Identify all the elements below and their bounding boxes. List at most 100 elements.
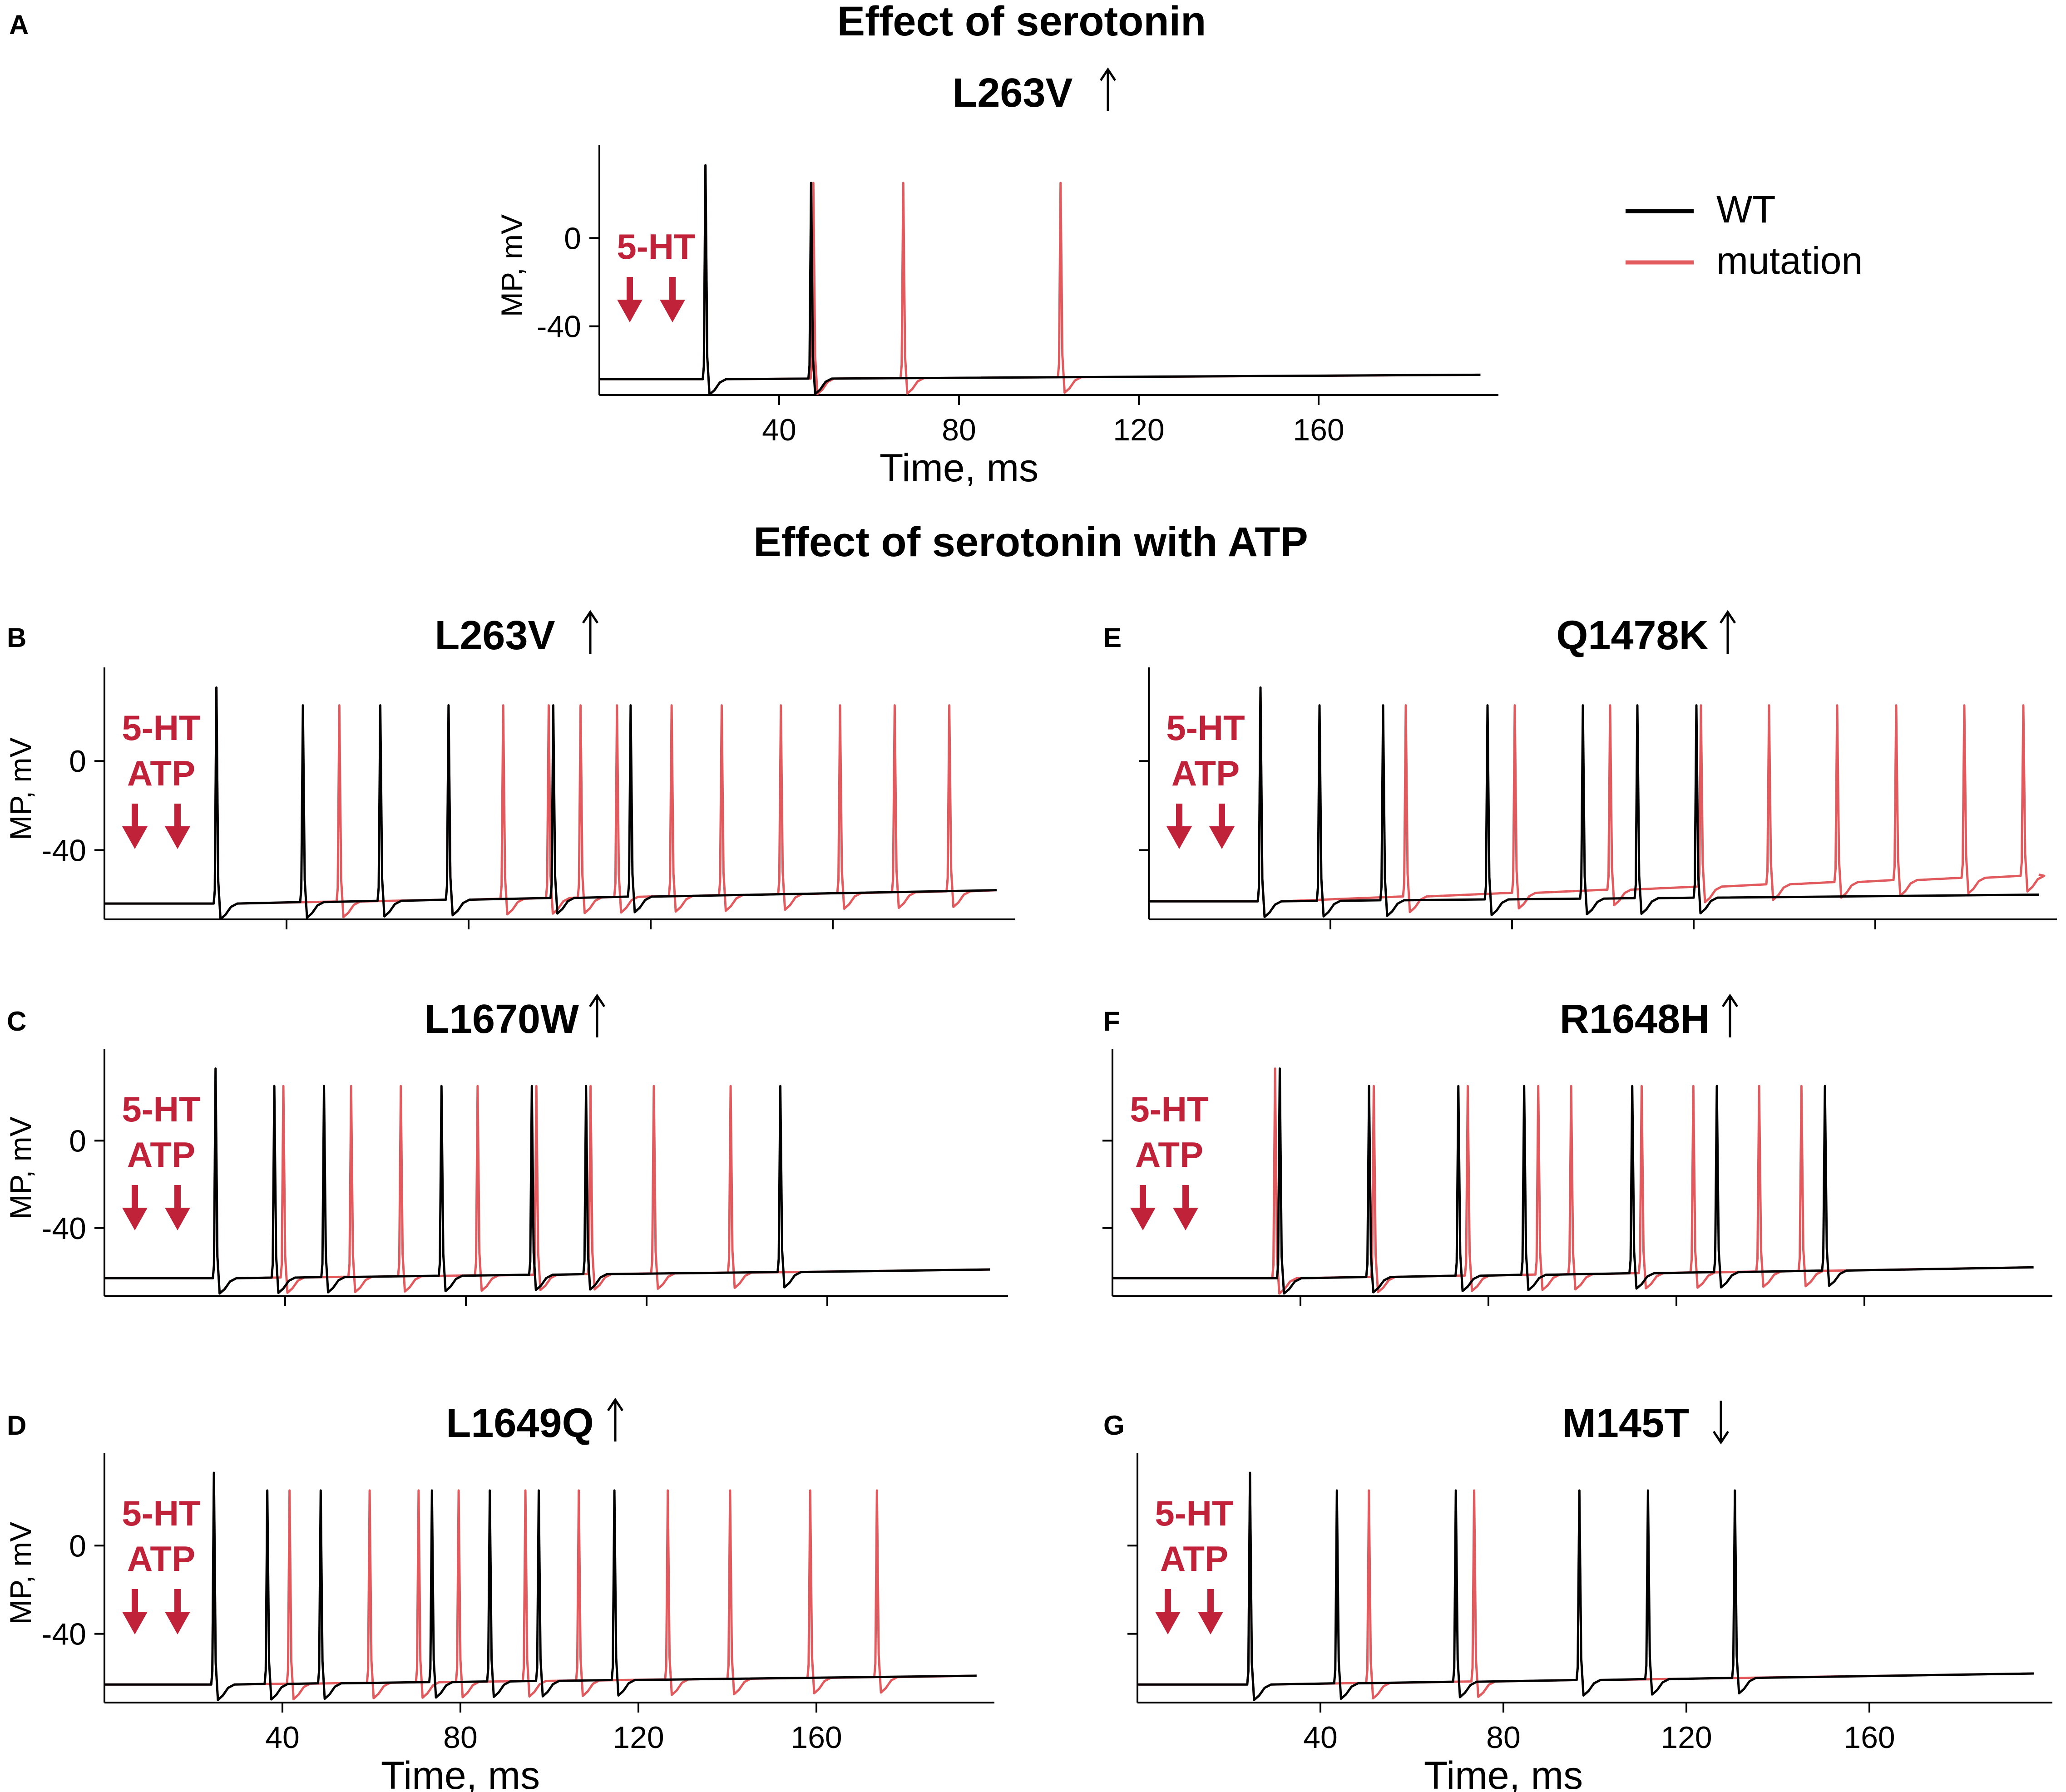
stimulus-down-arrow-icon	[1166, 804, 1192, 849]
stimulus-label: ATP	[1171, 753, 1240, 793]
trace-mutation	[104, 1067, 990, 1295]
trace-wt	[104, 686, 997, 920]
stimulus-label: 5-HT	[122, 1089, 200, 1129]
y-axis-label: MP, mV	[4, 1116, 37, 1219]
y-tick-label: 0	[69, 1529, 86, 1563]
trace-mutation	[1149, 686, 2046, 918]
trace-wt	[1149, 686, 2039, 918]
stimulus-label: 5-HT	[1130, 1089, 1208, 1129]
y-tick-label: -40	[42, 1211, 86, 1246]
x-tick-label: 40	[1303, 1720, 1338, 1755]
y-tick-label: -40	[42, 833, 86, 868]
stimulus-down-arrow-icon	[1209, 804, 1235, 849]
trace-mutation	[1137, 1471, 2034, 1701]
panel-g: G M145T 40 80 120 160 Time, ms 5-HT ATP	[1103, 1401, 2052, 1792]
panel-e: E Q1478K 5-HT ATP	[1103, 610, 2057, 929]
trace-wt	[104, 1067, 990, 1295]
trend-up-arrow-icon	[1721, 993, 1739, 1037]
stimulus-down-arrow-icon	[660, 277, 685, 322]
y-axis-label: MP, mV	[495, 214, 529, 317]
trace-wt	[1137, 1471, 2034, 1701]
stimulus-down-arrow-icon	[1173, 1185, 1198, 1230]
trend-up-arrow-icon	[607, 1397, 624, 1441]
x-tick-label: 120	[1113, 413, 1164, 447]
panel-title: L263V	[435, 613, 555, 658]
x-tick-label: 120	[613, 1720, 664, 1755]
x-tick-label: 40	[265, 1720, 300, 1755]
stimulus-label: ATP	[127, 1539, 195, 1579]
panel-letter: B	[7, 622, 26, 653]
trace-mutation	[104, 1471, 977, 1701]
trace-wt	[104, 1471, 977, 1701]
y-tick-label: 0	[69, 1124, 86, 1158]
stimulus-label: 5-HT	[1155, 1493, 1233, 1533]
stimulus-label: 5-HT	[122, 1493, 200, 1533]
panel-letter: F	[1103, 1006, 1120, 1037]
x-tick-label: 80	[942, 413, 976, 447]
stimulus-arrow-head	[1155, 1612, 1181, 1634]
x-tick-label: 80	[443, 1720, 478, 1755]
stimulus-arrow-shaft	[132, 1589, 138, 1614]
trend-up-arrow-icon	[588, 993, 606, 1037]
stimulus-arrow-head	[122, 1208, 148, 1230]
stimulus-down-arrow-icon	[617, 277, 643, 322]
y-axis-label: MP, mV	[4, 1522, 37, 1624]
panel-f: F R1648H 5-HT ATP	[1102, 993, 2052, 1306]
stimulus-arrow-shaft	[132, 804, 138, 829]
trend-arrow-head	[607, 1397, 624, 1412]
panel-letter: G	[1103, 1410, 1125, 1441]
y-tick-label: -40	[42, 1617, 86, 1652]
trend-arrow-head	[588, 993, 606, 1007]
trend-arrow-head	[1099, 67, 1117, 81]
x-axis-label: Time, ms	[880, 446, 1038, 490]
x-tick-label: 120	[1661, 1720, 1712, 1755]
x-tick-label: 160	[791, 1720, 842, 1755]
legend: WT mutation	[1626, 188, 1863, 282]
stimulus-arrow-shaft	[1182, 1185, 1189, 1210]
x-axis-label: Time, ms	[381, 1754, 540, 1792]
panel-title: R1648H	[1560, 997, 1710, 1042]
trend-up-arrow-icon	[1719, 610, 1736, 654]
stimulus-arrow-head	[1130, 1208, 1156, 1230]
y-axis-label: MP, mV	[4, 737, 37, 840]
stimulus-down-arrow-icon	[122, 804, 148, 849]
trend-down-arrow-icon	[1712, 1401, 1730, 1445]
x-tick-label: 160	[1844, 1720, 1895, 1755]
stimulus-down-arrow-icon	[1155, 1589, 1181, 1634]
trend-arrow-head	[1721, 993, 1739, 1007]
panel-letter: E	[1103, 622, 1122, 653]
stimulus-arrow-shaft	[1140, 1185, 1146, 1210]
stimulus-arrow-head	[165, 1208, 190, 1230]
trace-mutation	[104, 686, 997, 920]
stimulus-arrow-head	[122, 1612, 148, 1634]
stimulus-down-arrow-icon	[165, 804, 190, 849]
stimulus-arrow-head	[617, 300, 643, 322]
panel-letter: C	[7, 1006, 26, 1037]
stimulus-arrow-head	[1209, 826, 1235, 849]
stimulus-down-arrow-icon	[1198, 1589, 1223, 1634]
stimulus-label: ATP	[127, 753, 195, 793]
stimulus-down-arrow-icon	[1130, 1185, 1156, 1230]
trace-wt	[599, 164, 1481, 396]
panel-letter: D	[7, 1410, 26, 1441]
stimulus-arrow-head	[122, 826, 148, 849]
trend-arrow-head	[1719, 610, 1736, 624]
stimulus-label: ATP	[1160, 1539, 1228, 1579]
stimulus-down-arrow-icon	[122, 1185, 148, 1230]
figure-heading-middle: Effect of serotonin with ATP	[753, 519, 1308, 565]
x-tick-label: 80	[1486, 1720, 1521, 1755]
stimulus-label: 5-HT	[122, 708, 200, 748]
trace-wt	[1112, 1067, 2034, 1295]
stimulus-label: ATP	[1135, 1135, 1203, 1175]
stimulus-arrow-shaft	[1176, 804, 1182, 829]
stimulus-label: 5-HT	[1166, 708, 1245, 748]
legend-mutation-label: mutation	[1716, 239, 1863, 282]
x-axis-label: Time, ms	[1424, 1754, 1583, 1792]
y-tick-label: -40	[537, 310, 581, 344]
stimulus-arrow-shaft	[1165, 1589, 1171, 1614]
y-tick-label: 0	[564, 221, 581, 256]
panel-title: L1670W	[425, 997, 579, 1042]
